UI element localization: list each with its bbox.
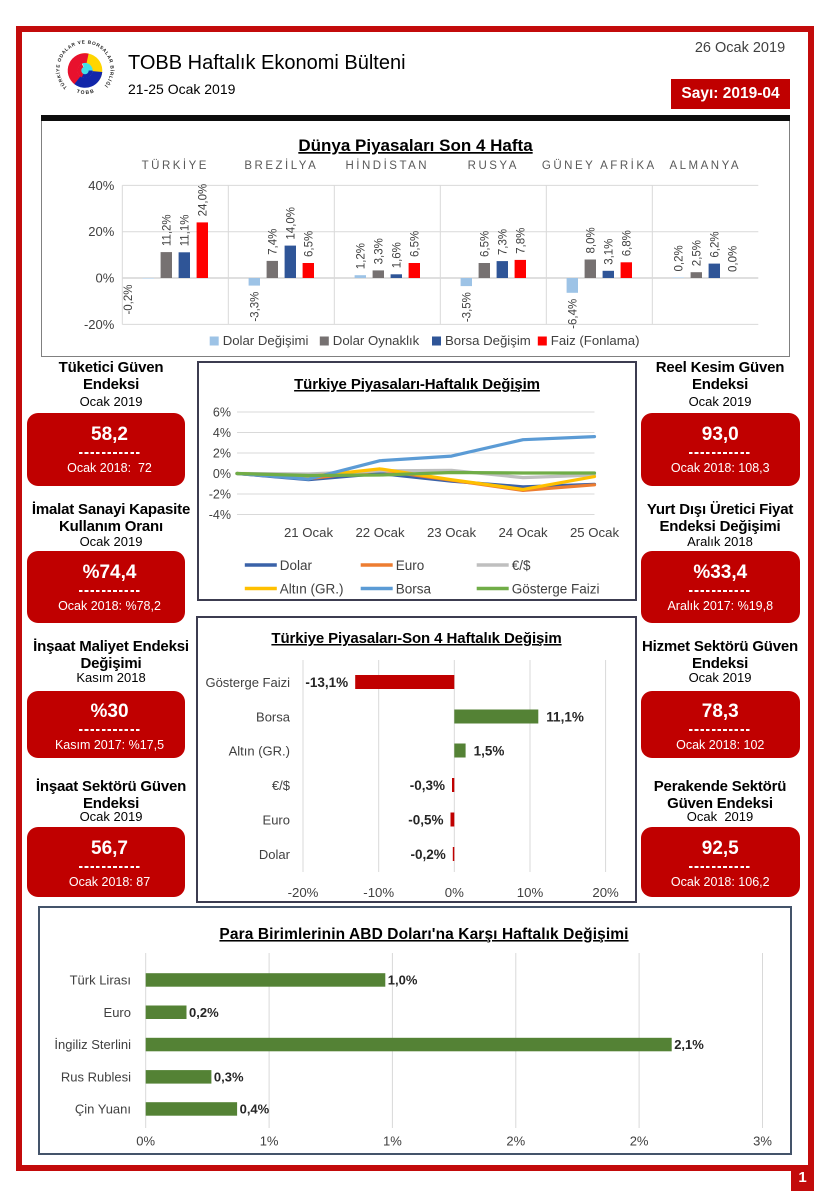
svg-text:-0,2%: -0,2% [411,847,446,862]
svg-text:11,1%: 11,1% [546,710,584,725]
svg-text:22 Ocak: 22 Ocak [355,525,405,540]
svg-text:1,0%: 1,0% [388,973,418,988]
svg-text:7,3%: 7,3% [498,229,510,255]
svg-text:ALMANYA: ALMANYA [669,160,741,172]
svg-text:Altın (GR.): Altın (GR.) [280,581,344,596]
svg-text:1,6%: 1,6% [392,242,404,268]
svg-text:Türkiye Piyasaları-Haftalık De: Türkiye Piyasaları-Haftalık Değişim [294,376,540,393]
svg-text:1,2%: 1,2% [356,243,368,269]
svg-text:€/$: €/$ [272,778,291,793]
svg-text:2,1%: 2,1% [674,1037,704,1052]
svg-text:Rus Rublesi: Rus Rublesi [61,1069,131,1084]
svg-text:2%: 2% [630,1134,649,1149]
svg-text:-20%: -20% [288,885,319,900]
svg-text:-10%: -10% [363,885,394,900]
svg-text:6%: 6% [213,406,231,420]
svg-text:İngiliz Sterlini: İngiliz Sterlini [54,1037,131,1052]
svg-text:40%: 40% [88,178,114,193]
svg-text:3,3%: 3,3% [374,238,386,264]
svg-text:6,8%: 6,8% [622,230,634,256]
svg-text:-0,5%: -0,5% [408,813,443,828]
svg-text:7,8%: 7,8% [516,228,528,254]
svg-text:-0,3%: -0,3% [410,778,445,793]
svg-text:20%: 20% [88,224,114,239]
svg-text:Türk Lirası: Türk Lirası [70,973,131,988]
svg-text:24 Ocak: 24 Ocak [498,525,548,540]
svg-text:25 Ocak: 25 Ocak [570,525,620,540]
svg-text:Borsa: Borsa [396,581,432,596]
svg-text:10%: 10% [517,885,544,900]
svg-text:11,2%: 11,2% [162,214,174,246]
svg-text:0%: 0% [136,1134,155,1149]
svg-text:-0,2%: -0,2% [123,285,135,315]
svg-text:Borsa Değişim: Borsa Değişim [445,333,531,348]
svg-text:0%: 0% [445,885,464,900]
svg-text:3,1%: 3,1% [604,239,616,265]
svg-text:0,2%: 0,2% [189,1005,219,1020]
svg-text:Gösterge Faizi: Gösterge Faizi [205,675,290,690]
svg-text:2%: 2% [213,447,231,461]
svg-text:BREZİLYA: BREZİLYA [244,159,318,172]
svg-text:HİNDİSTAN: HİNDİSTAN [345,159,429,172]
svg-text:1,5%: 1,5% [474,744,505,759]
svg-text:-6,4%: -6,4% [568,299,580,329]
svg-text:Euro: Euro [104,1005,131,1020]
svg-text:-20%: -20% [84,317,115,332]
svg-text:8,0%: 8,0% [586,227,598,253]
svg-text:-3,5%: -3,5% [462,292,474,322]
svg-text:6,5%: 6,5% [410,231,422,257]
svg-text:0,0%: 0,0% [728,246,740,272]
svg-text:Türkiye Piyasaları-Son 4 Hafta: Türkiye Piyasaları-Son 4 Haftalık Değişi… [271,630,561,647]
svg-text:24,0%: 24,0% [198,184,210,217]
svg-text:Borsa: Borsa [256,710,291,725]
svg-text:0%: 0% [213,467,231,481]
svg-text:GÜNEY AFRİKA: GÜNEY AFRİKA [542,159,657,172]
svg-text:€/$: €/$ [512,558,531,573]
svg-text:2,5%: 2,5% [692,240,704,266]
svg-text:3%: 3% [753,1134,772,1149]
svg-text:Dolar: Dolar [259,847,291,862]
svg-text:6,5%: 6,5% [480,231,492,257]
svg-text:1%: 1% [260,1134,279,1149]
svg-text:Euro: Euro [396,558,425,573]
svg-text:Para Birimlerinin ABD Doları'n: Para Birimlerinin ABD Doları'na Karşı Ha… [219,926,628,943]
svg-text:-2%: -2% [209,488,231,502]
svg-text:Dolar Oynaklık: Dolar Oynaklık [333,333,420,348]
svg-text:11,1%: 11,1% [180,215,192,247]
svg-text:Altın (GR.): Altın (GR.) [229,744,290,759]
svg-text:Dünya Piyasaları Son 4 Hafta: Dünya Piyasaları Son 4 Hafta [298,136,533,155]
svg-text:2%: 2% [506,1134,525,1149]
svg-text:6,5%: 6,5% [304,231,316,257]
svg-text:TOBB: TOBB [76,88,96,96]
svg-text:0,2%: 0,2% [674,245,686,271]
svg-text:20%: 20% [592,885,619,900]
svg-text:21 Ocak: 21 Ocak [284,525,334,540]
svg-text:Dolar Değişimi: Dolar Değişimi [223,333,309,348]
svg-text:Euro: Euro [263,813,290,828]
svg-text:-4%: -4% [209,508,231,522]
svg-text:Çin Yuanı: Çin Yuanı [75,1102,131,1117]
svg-text:4%: 4% [213,426,231,440]
svg-text:Gösterge Faizi: Gösterge Faizi [512,581,600,596]
svg-text:1%: 1% [383,1134,402,1149]
svg-text:RUSYA: RUSYA [468,160,519,172]
svg-text:0%: 0% [96,271,115,286]
svg-text:14,0%: 14,0% [286,207,298,240]
svg-text:7,4%: 7,4% [268,229,280,255]
svg-text:TÜRKİYE: TÜRKİYE [142,159,209,172]
svg-text:0,4%: 0,4% [240,1102,270,1117]
svg-text:Dolar: Dolar [280,558,313,573]
svg-text:23 Ocak: 23 Ocak [427,525,477,540]
svg-text:0,3%: 0,3% [214,1069,244,1084]
svg-text:-13,1%: -13,1% [305,675,348,690]
svg-text:-3,3%: -3,3% [250,292,262,322]
svg-text:Faiz (Fonlama): Faiz (Fonlama) [551,333,640,348]
svg-text:6,2%: 6,2% [710,231,722,257]
